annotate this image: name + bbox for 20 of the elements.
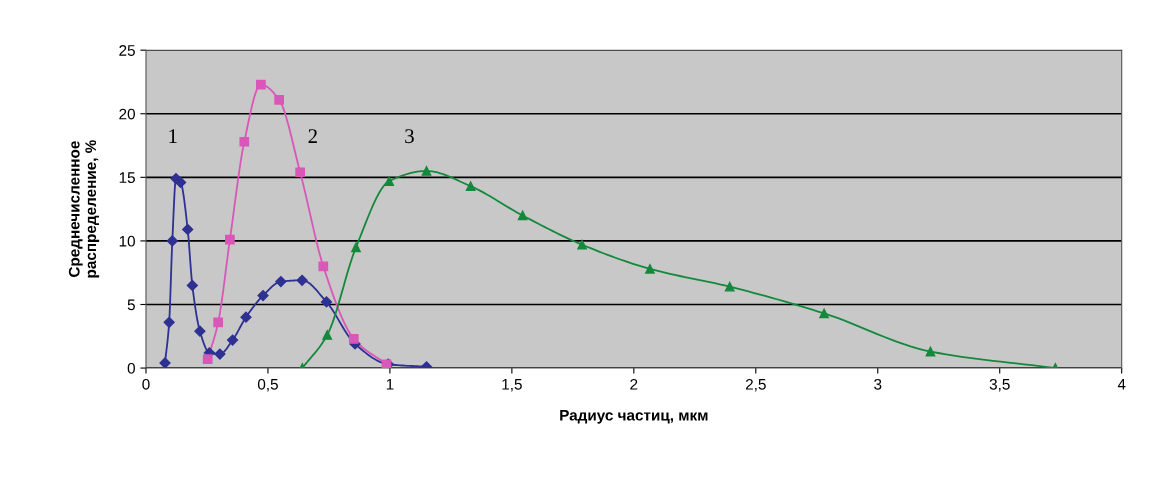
y-tick-label: 10 (119, 235, 135, 247)
annotation: 2 (308, 129, 317, 143)
x-tick-label: 0 (142, 378, 150, 390)
x-tick-label: 2,5 (745, 378, 766, 392)
y-axis-title: Среднечисленное распределение, % (68, 140, 100, 278)
y-tick-label: 25 (119, 45, 135, 56)
x-tick-label: 1,5 (502, 379, 522, 392)
x-tick-label: 4 (1117, 379, 1126, 390)
y-tick-label: 5 (127, 299, 135, 311)
x-axis-title: Радиус частиц, мкм (560, 409, 708, 424)
x-tick-label: 3,5 (989, 378, 1010, 392)
annotation: 1 (169, 129, 177, 143)
y-tick-label: 20 (119, 108, 135, 120)
x-tick-label: 1 (386, 379, 394, 390)
y-tick-label: 15 (119, 172, 135, 184)
y-tick-label: 0 (127, 362, 135, 374)
x-tick-label: 0,5 (257, 378, 278, 392)
annotation: 3 (405, 129, 414, 144)
x-tick-label: 3 (874, 378, 882, 390)
x-tick-label: 2 (630, 378, 638, 390)
